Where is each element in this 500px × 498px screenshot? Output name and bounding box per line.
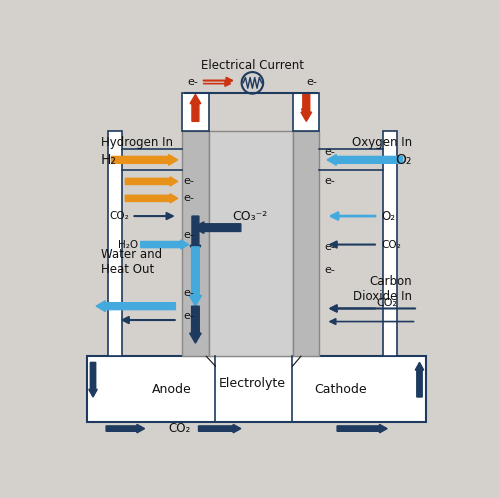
Text: CO₃⁻²: CO₃⁻²: [232, 210, 268, 223]
FancyArrow shape: [198, 424, 241, 433]
Text: Oxygen In: Oxygen In: [352, 136, 412, 149]
Text: Electrical Current: Electrical Current: [201, 59, 304, 72]
Bar: [87, 356, 426, 422]
FancyArrow shape: [416, 363, 424, 397]
Bar: [384, 131, 397, 356]
Text: Water and
Heat Out: Water and Heat Out: [100, 249, 162, 276]
FancyArrow shape: [126, 177, 178, 186]
FancyArrow shape: [112, 154, 178, 165]
Text: CO₂: CO₂: [168, 422, 190, 435]
FancyArrow shape: [301, 95, 312, 122]
Text: Anode: Anode: [152, 383, 192, 396]
FancyArrow shape: [190, 306, 201, 343]
Text: O₂: O₂: [381, 210, 395, 223]
FancyArrow shape: [126, 194, 178, 203]
Text: Electrolyte: Electrolyte: [219, 376, 286, 389]
FancyArrow shape: [327, 154, 402, 165]
Bar: [108, 131, 122, 356]
Text: Cathode: Cathode: [314, 383, 368, 396]
Text: CO₂: CO₂: [381, 240, 400, 249]
Text: e-: e-: [324, 242, 335, 252]
Text: e-: e-: [188, 77, 198, 87]
Bar: [182, 93, 208, 131]
Text: e-: e-: [324, 147, 335, 157]
FancyArrow shape: [190, 216, 201, 254]
FancyArrow shape: [337, 424, 387, 433]
Text: H₂: H₂: [100, 153, 116, 167]
Text: Hydrogen In: Hydrogen In: [100, 136, 172, 149]
FancyArrow shape: [89, 363, 97, 397]
Bar: [293, 93, 320, 131]
Text: e-: e-: [324, 176, 335, 186]
FancyArrow shape: [96, 301, 176, 312]
Text: e-: e-: [183, 176, 194, 186]
Bar: [182, 131, 208, 356]
Text: e-: e-: [324, 265, 335, 275]
Text: Carbon
Dioxide In: Carbon Dioxide In: [353, 275, 412, 303]
Text: e-: e-: [183, 193, 194, 203]
FancyArrow shape: [190, 95, 201, 122]
Bar: [293, 131, 320, 356]
Text: e-: e-: [183, 288, 194, 298]
FancyArrow shape: [106, 424, 144, 433]
FancyArrow shape: [193, 222, 241, 234]
Text: e-: e-: [183, 311, 194, 321]
Text: H₂O: H₂O: [118, 240, 139, 249]
FancyArrow shape: [141, 240, 188, 249]
Text: e-: e-: [306, 77, 317, 87]
FancyArrow shape: [190, 247, 202, 306]
Text: e-: e-: [183, 230, 194, 241]
Text: O₂: O₂: [396, 153, 412, 167]
Bar: [208, 131, 293, 356]
Text: CO₂: CO₂: [110, 211, 129, 221]
Text: CO₂: CO₂: [376, 298, 398, 308]
